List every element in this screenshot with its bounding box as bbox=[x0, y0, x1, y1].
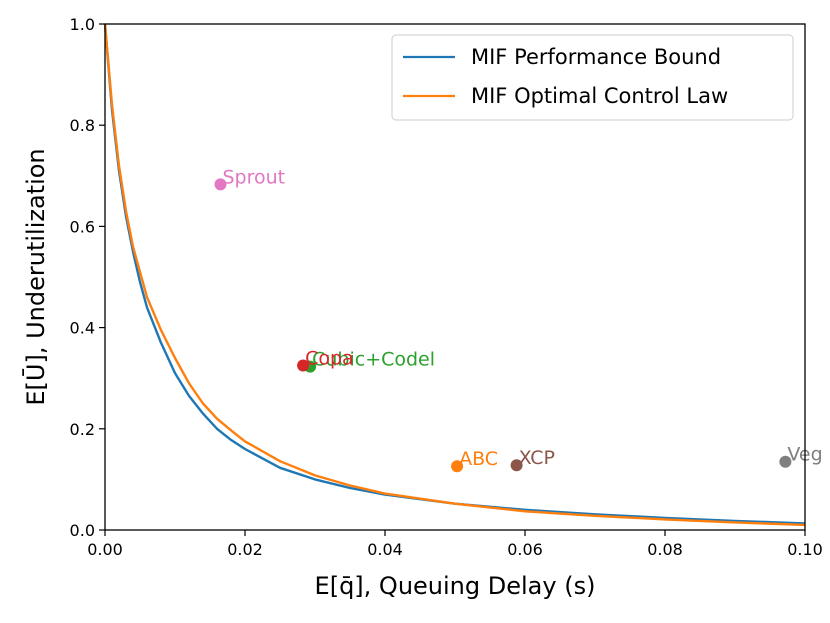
legend-box bbox=[391, 34, 794, 121]
y-tick-label: 0.6 bbox=[70, 217, 95, 236]
x-tick-label: 0.02 bbox=[227, 540, 263, 559]
ticks-layer: 0.00 0.02 0.04 0.06 0.08 0.10 0.0 0.2 0.4 0.6 0.8 1… bbox=[70, 15, 823, 559]
point-sprout bbox=[214, 178, 227, 191]
x-tick-label: 0.00 bbox=[87, 540, 123, 559]
legend-label-optimal-control-law: MIF Optimal Control Law bbox=[471, 84, 728, 108]
point-label-cubic-codel: Cubic+Codel bbox=[312, 349, 435, 371]
point-label-copa: Copa bbox=[305, 348, 354, 370]
x-tick-label: 0.10 bbox=[787, 540, 823, 559]
y-tick-label: 1.0 bbox=[70, 15, 95, 34]
point-xcp bbox=[510, 459, 523, 472]
point-label-xcp: XCP bbox=[519, 447, 555, 469]
point-label-abc: ABC bbox=[459, 448, 498, 470]
plot-frame bbox=[104, 23, 806, 531]
x-tick-label: 0.08 bbox=[647, 540, 683, 559]
x-axis-label: E[q̄], Queuing Delay (s) bbox=[315, 572, 596, 600]
y-tick-label: 0.2 bbox=[70, 420, 95, 439]
legend-label-performance-bound: MIF Performance Bound bbox=[471, 45, 721, 69]
point-veg bbox=[779, 455, 792, 468]
point-abc bbox=[451, 460, 464, 473]
y-axis-label: E[Ū], Underutilization bbox=[21, 148, 50, 405]
series-layer bbox=[103, 23, 806, 527]
series-line-mif-optimal-control-law bbox=[103, 23, 806, 527]
x-tick-label: 0.06 bbox=[507, 540, 543, 559]
point-copa bbox=[297, 359, 310, 372]
y-tick-label: 0.8 bbox=[70, 116, 95, 135]
y-tick-label: 0.0 bbox=[70, 521, 95, 540]
point-label-sprout: Sprout bbox=[223, 166, 286, 188]
legend: MIF Performance Bound MIF Optimal Contro… bbox=[391, 34, 794, 121]
y-tick-label: 0.4 bbox=[70, 319, 95, 338]
x-tick-label: 0.04 bbox=[367, 540, 403, 559]
